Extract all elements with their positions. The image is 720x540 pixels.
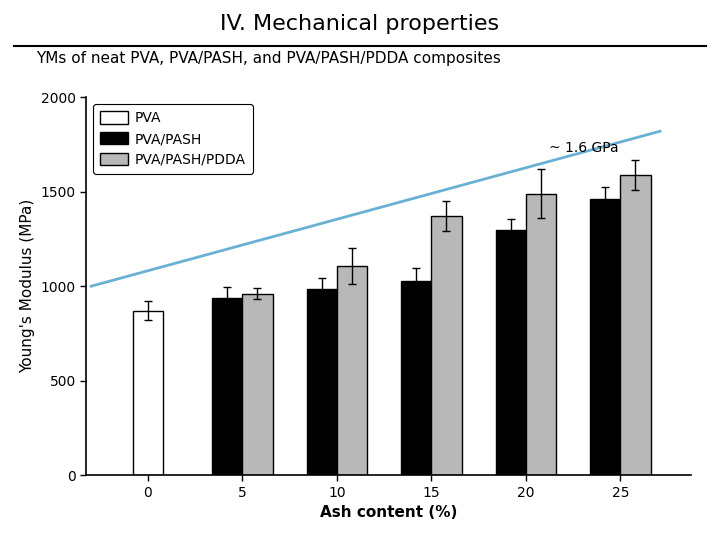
Bar <box>337 266 367 475</box>
Legend: PVA, PVA/PASH, PVA/PASH/PDDA: PVA, PVA/PASH, PVA/PASH/PDDA <box>94 104 253 174</box>
X-axis label: Ash content (%): Ash content (%) <box>320 505 457 520</box>
Bar <box>401 281 431 475</box>
Y-axis label: Young's Modulus (MPa): Young's Modulus (MPa) <box>20 199 35 373</box>
Bar <box>212 298 243 475</box>
Bar <box>243 294 273 475</box>
Bar <box>307 289 337 475</box>
Text: YMs of neat PVA, PVA/PASH, and PVA/PASH/PDDA composites: YMs of neat PVA, PVA/PASH, and PVA/PASH/… <box>36 51 501 66</box>
Bar <box>132 311 163 475</box>
Bar <box>526 194 556 475</box>
Bar <box>590 199 621 475</box>
Bar <box>621 175 651 475</box>
Text: ~ 1.6 GPa: ~ 1.6 GPa <box>549 141 619 155</box>
Bar <box>495 230 526 475</box>
Bar <box>431 217 462 475</box>
Text: IV. Mechanical properties: IV. Mechanical properties <box>220 14 500 33</box>
